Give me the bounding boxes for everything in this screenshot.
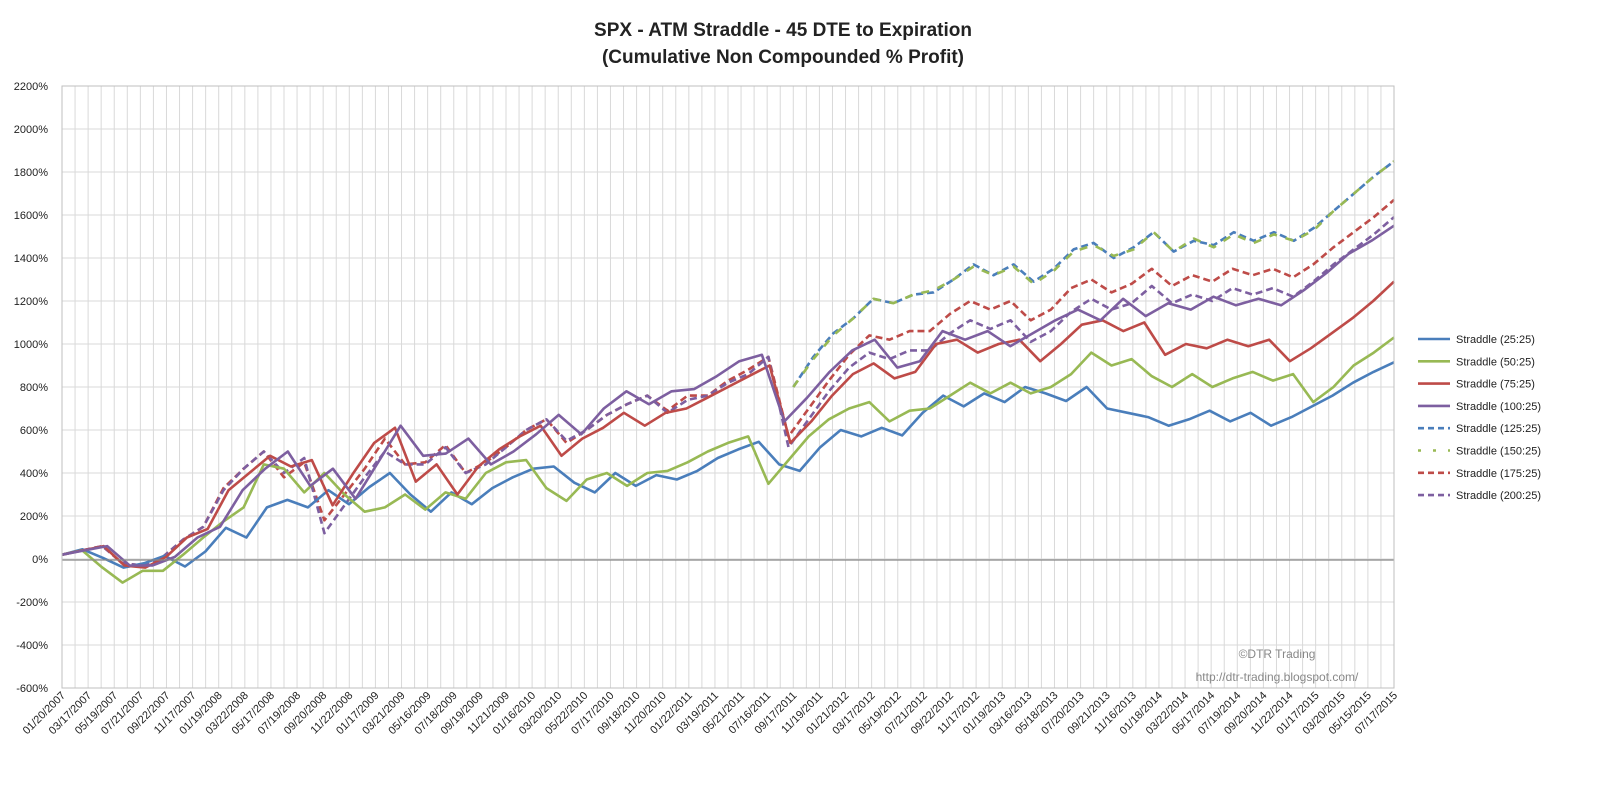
y-tick-label: 800% [20, 382, 48, 394]
y-tick-label: 1200% [14, 296, 48, 308]
chart-title: SPX - ATM Straddle - 45 DTE to Expiratio… [594, 20, 972, 41]
legend-label: Straddle (200:25) [1456, 490, 1541, 502]
y-tick-label: 400% [20, 468, 48, 480]
y-tick-label: 1400% [14, 253, 48, 265]
series-line-1 [61, 361, 1395, 569]
legend-label: Straddle (150:25) [1456, 446, 1541, 458]
y-tick-label: 200% [20, 511, 48, 523]
y-tick-label: 0% [32, 554, 48, 566]
y-tick-label: 1600% [14, 210, 48, 222]
series-line-2 [61, 336, 1395, 584]
y-tick-label: 2200% [14, 81, 48, 93]
series-line-6 [792, 160, 1395, 388]
series-line-8 [61, 216, 1395, 567]
watermark-copyright: ©DTR Trading [1239, 647, 1316, 661]
series-line-7 [61, 198, 1395, 567]
legend-label: Straddle (100:25) [1456, 401, 1541, 413]
legend-label: Straddle (175:25) [1456, 468, 1541, 480]
y-axis-tick-labels: -600% -400% -200% 0% 200% 400% 600% 800% 1000% 12… [14, 81, 48, 695]
series-line-5 [792, 160, 1395, 388]
y-tick-label: 2000% [14, 124, 48, 136]
legend: Straddle (25:25) Straddle (50:25) Straddle… [1418, 334, 1541, 502]
y-tick-label: 600% [20, 425, 48, 437]
legend-label: Straddle (25:25) [1456, 334, 1535, 346]
watermark-url: http://dtr-trading.blogspot.com/ [1196, 670, 1359, 684]
legend-label: Straddle (125:25) [1456, 423, 1541, 435]
legend-label: Straddle (50:25) [1456, 356, 1535, 368]
plot-area-border [61, 85, 1395, 689]
chart-subtitle: (Cumulative Non Compounded % Profit) [602, 47, 964, 68]
series-lines [61, 160, 1395, 584]
y-tick-label: 1800% [14, 167, 48, 179]
legend-label: Straddle (75:25) [1456, 379, 1535, 391]
y-tick-label: -600% [16, 683, 48, 695]
series-line-3 [61, 280, 1395, 569]
y-tick-label: 1000% [14, 339, 48, 351]
y-tick-label: -400% [16, 640, 48, 652]
series-line-4 [61, 224, 1395, 567]
y-tick-label: -200% [16, 597, 48, 609]
